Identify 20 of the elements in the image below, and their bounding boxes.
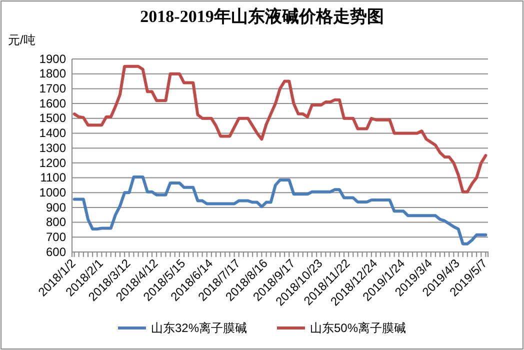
y-axis-title: 元/吨: [8, 33, 36, 47]
y-tick-label: 1500: [39, 111, 66, 126]
line-series: [72, 176, 488, 246]
y-tick-label: 1200: [39, 156, 66, 170]
y-tick-label: 600: [46, 244, 66, 259]
line-series: [72, 64, 488, 194]
legend-label: 山东50%离子膜碱: [310, 321, 406, 335]
y-tick-label: 1100: [40, 170, 66, 185]
y-tick-label: 1600: [39, 96, 66, 110]
y-tick-label: 900: [46, 200, 66, 214]
y-tick-label: 1700: [39, 82, 66, 96]
y-tick-label: 700: [46, 230, 66, 244]
y-tick-label: 1000: [39, 185, 66, 200]
y-tick-label: 1800: [39, 66, 66, 81]
chart-title: 2018-2019年山东液碱价格走势图: [140, 7, 384, 26]
y-tick-label: 800: [46, 215, 66, 230]
legend-label: 山东32%离子膜碱: [150, 321, 247, 335]
y-tick-label: 1900: [39, 52, 66, 66]
y-tick-label: 1300: [39, 140, 66, 155]
y-tick-label: 1400: [39, 126, 66, 140]
